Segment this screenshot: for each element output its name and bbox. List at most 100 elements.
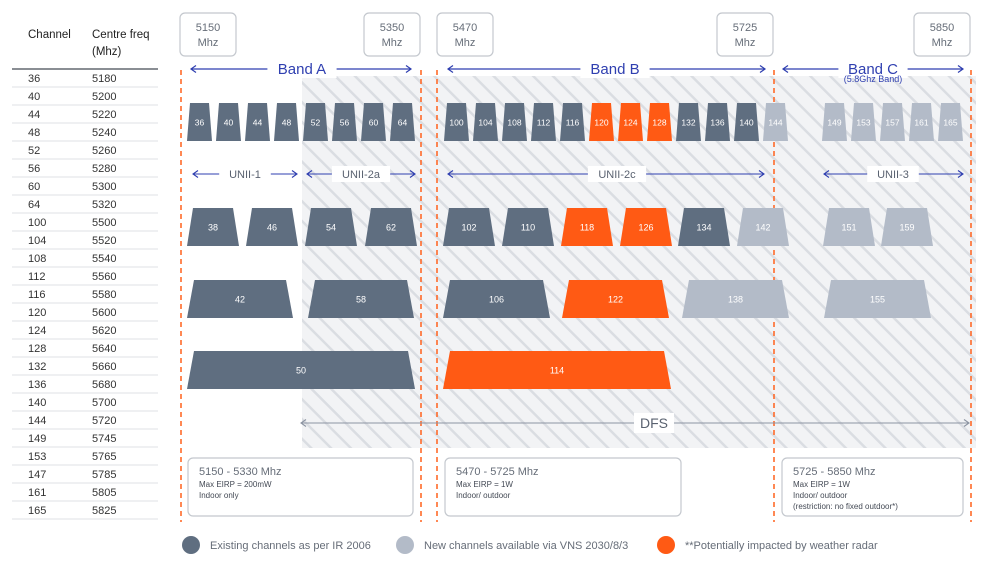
channel-40mhz — [443, 208, 495, 246]
channel-20mhz-label: 108 — [507, 118, 521, 128]
freq-box-unit: Mhz — [382, 37, 403, 49]
unii-label: UNII-3 — [877, 169, 909, 181]
legend-swatch — [657, 536, 675, 554]
info-box-range: 5150 - 5330 Mhz — [199, 466, 282, 478]
band-arrow-head-left — [781, 65, 789, 73]
table-cell-channel: 100 — [28, 217, 46, 229]
band-label-bg — [838, 58, 908, 78]
table-cell-channel: 44 — [28, 109, 40, 121]
channel-40mhz-label: 159 — [899, 223, 914, 233]
table-cell-freq: 5560 — [92, 271, 116, 283]
dfs-arrow-head-left — [300, 419, 307, 427]
channel-80mhz-label: 106 — [489, 295, 504, 305]
unii-arrow-head-right — [291, 170, 298, 178]
band-arrow-head-right — [759, 65, 767, 73]
table-cell-channel: 165 — [28, 505, 46, 517]
channel-20mhz — [303, 103, 328, 141]
band-arrow-head-right — [405, 65, 413, 73]
table-cell-freq: 5785 — [92, 469, 116, 481]
table-cell-freq: 5280 — [92, 163, 116, 175]
channel-40mhz-label: 151 — [841, 223, 856, 233]
channel-20mhz-label: 161 — [914, 118, 928, 128]
unii-label-bg — [587, 166, 647, 182]
channel-20mhz-label: 132 — [681, 118, 695, 128]
channel-40mhz — [678, 208, 730, 246]
table-cell-channel: 104 — [28, 235, 46, 247]
channel-40mhz-label: 38 — [208, 223, 218, 233]
freq-box-value: 5850 — [930, 22, 954, 34]
channel-20mhz — [444, 103, 469, 141]
channel-40mhz — [561, 208, 613, 246]
unii-arrow-head-left — [192, 170, 199, 178]
band-label-bg — [267, 58, 337, 78]
table-cell-freq: 5500 — [92, 217, 116, 229]
channel-80mhz — [187, 280, 293, 318]
channel-80mhz-label: 138 — [728, 295, 743, 305]
channel-20mhz — [390, 103, 415, 141]
channel-20mhz — [361, 103, 386, 141]
channel-40mhz — [365, 208, 417, 246]
table-cell-freq: 5660 — [92, 361, 116, 373]
channel-20mhz — [618, 103, 643, 141]
dfs-label: DFS — [640, 415, 668, 431]
channel-80mhz-label: 155 — [870, 295, 885, 305]
channel-20mhz-label: 128 — [652, 118, 666, 128]
table-cell-freq: 5745 — [92, 433, 116, 445]
table-cell-freq: 5520 — [92, 235, 116, 247]
table-cell-channel: 132 — [28, 361, 46, 373]
table-cell-freq: 5580 — [92, 289, 116, 301]
unii-label-bg — [331, 166, 391, 182]
table-cell-channel: 56 — [28, 163, 40, 175]
unii-arrow-head-right — [409, 170, 416, 178]
unii-arrow-head-left — [447, 170, 454, 178]
info-box-line2: Indoor/ outdoor — [793, 491, 848, 500]
unii-arrow-head-left — [823, 170, 830, 178]
channel-40mhz-label: 134 — [696, 223, 711, 233]
table-header-freq: Centre freq — [92, 29, 150, 41]
channel-40mhz — [620, 208, 672, 246]
dfs-arrow-head-right — [963, 419, 970, 427]
freq-box-value: 5470 — [453, 22, 477, 34]
info-box-line2: Indoor/ outdoor — [456, 491, 511, 500]
band-arrow-head-right — [957, 65, 965, 73]
legend-swatch — [182, 536, 200, 554]
channel-20mhz — [822, 103, 847, 141]
channel-20mhz — [734, 103, 759, 141]
channel-80mhz-label: 58 — [356, 295, 366, 305]
channel-20mhz-label: 124 — [623, 118, 637, 128]
channel-40mhz-label: 118 — [580, 223, 594, 233]
legend-label: Existing channels as per IR 2006 — [210, 540, 371, 552]
channel-20mhz-label: 157 — [885, 118, 899, 128]
channel-160mhz — [187, 351, 415, 389]
channel-20mhz — [589, 103, 614, 141]
band-label: Band A — [278, 61, 326, 78]
table-cell-channel: 128 — [28, 343, 46, 355]
channel-20mhz-label: 136 — [710, 118, 724, 128]
channel-20mhz-label: 56 — [340, 118, 350, 128]
legend-label: **Potentially impacted by weather radar — [685, 540, 878, 552]
freq-box — [913, 12, 971, 57]
table-cell-freq: 5540 — [92, 253, 116, 265]
table-cell-channel: 136 — [28, 379, 46, 391]
table-cell-freq: 5200 — [92, 91, 116, 103]
table-cell-channel: 36 — [28, 73, 40, 85]
channel-20mhz — [851, 103, 876, 141]
channel-20mhz — [531, 103, 556, 141]
channel-20mhz — [938, 103, 963, 141]
channel-40mhz — [823, 208, 875, 246]
channel-20mhz — [274, 103, 299, 141]
table-cell-freq: 5765 — [92, 451, 116, 463]
channel-160mhz-label: 50 — [296, 366, 306, 376]
channel-20mhz-label: 144 — [768, 118, 782, 128]
channel-20mhz-label: 112 — [537, 118, 551, 128]
channel-20mhz-label: 100 — [449, 118, 463, 128]
channel-40mhz-label: 110 — [521, 223, 535, 233]
unii-label-bg — [219, 166, 271, 182]
channel-20mhz — [676, 103, 701, 141]
band-label: Band B — [590, 61, 639, 78]
freq-box-unit: Mhz — [735, 37, 756, 49]
channel-20mhz-label: 149 — [827, 118, 841, 128]
table-cell-channel: 116 — [28, 289, 46, 301]
freq-box — [363, 12, 421, 57]
